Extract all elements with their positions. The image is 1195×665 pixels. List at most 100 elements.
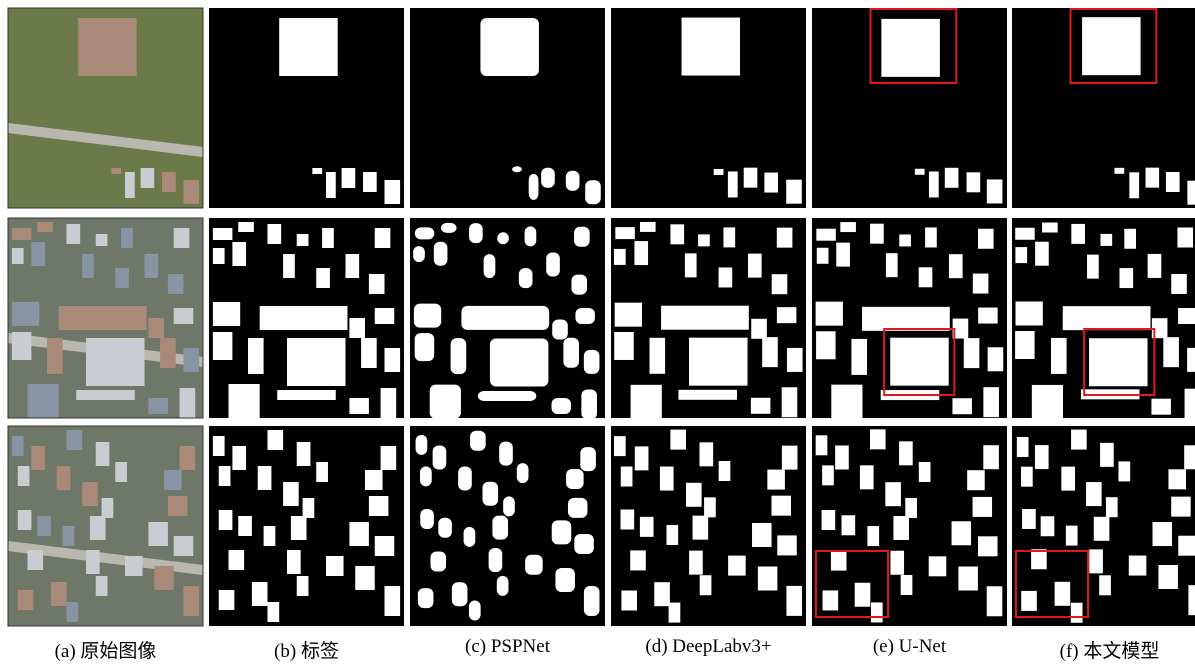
building-mask — [973, 497, 993, 517]
building-mask — [1177, 227, 1193, 247]
roof — [115, 462, 127, 482]
building-mask — [840, 222, 856, 232]
building-mask — [699, 442, 713, 466]
building-mask — [517, 463, 529, 483]
building-mask — [1087, 255, 1099, 279]
building-mask — [1094, 517, 1110, 541]
building-mask — [414, 304, 441, 328]
building-mask — [361, 338, 377, 368]
building-mask — [492, 516, 508, 540]
building-mask — [631, 385, 662, 419]
building-mask — [728, 171, 738, 197]
building-mask — [719, 267, 733, 287]
building-mask — [303, 498, 315, 518]
roof — [168, 274, 184, 294]
roof — [57, 466, 71, 490]
roof — [184, 348, 200, 372]
building-mask — [1185, 389, 1195, 419]
roof — [96, 442, 110, 466]
roof — [148, 318, 164, 338]
roof — [86, 550, 100, 574]
building-mask — [430, 385, 461, 419]
building-mask — [297, 234, 309, 246]
roof — [67, 602, 79, 622]
building-mask — [816, 229, 836, 241]
building-mask — [987, 179, 1003, 203]
building-mask — [978, 229, 994, 249]
roof — [12, 436, 24, 456]
roof — [174, 308, 194, 324]
building-mask — [719, 461, 731, 481]
building-mask — [268, 430, 284, 450]
building-mask — [893, 516, 909, 540]
building-mask — [229, 384, 260, 418]
roof — [18, 510, 32, 530]
building-mask — [478, 391, 537, 401]
building-mask — [326, 172, 336, 198]
building-mask — [816, 331, 836, 359]
building-mask — [326, 556, 344, 576]
building-mask — [952, 521, 972, 545]
roof — [180, 388, 196, 418]
roof — [148, 398, 168, 414]
building-mask — [568, 498, 588, 518]
building-mask — [1016, 301, 1043, 325]
building-mask — [987, 586, 1003, 616]
building-mask — [1171, 497, 1191, 517]
building-mask — [346, 254, 360, 278]
building-mask — [381, 388, 397, 418]
building-mask — [714, 169, 724, 175]
roof — [31, 242, 45, 266]
building-mask — [698, 234, 710, 246]
building-mask — [704, 497, 716, 517]
roof — [141, 168, 155, 188]
roof — [12, 302, 39, 326]
building-mask — [451, 338, 467, 374]
roof — [67, 430, 83, 450]
building-mask — [1021, 467, 1033, 487]
roof — [115, 268, 129, 288]
roof — [168, 496, 188, 516]
figure: (a) 原始图像 (b) 标签 (c) PSPNet (d) DeepLabv3… — [0, 0, 1195, 665]
building-mask — [252, 582, 268, 606]
building-mask — [375, 536, 395, 556]
roof — [12, 228, 32, 240]
building-mask — [635, 446, 649, 470]
building-mask — [919, 267, 933, 287]
building-mask — [728, 556, 746, 576]
building-mask — [312, 168, 322, 174]
building-mask — [978, 308, 998, 324]
building-mask — [660, 467, 674, 491]
roof — [59, 306, 147, 330]
building-mask — [1106, 497, 1118, 517]
building-mask — [748, 254, 762, 278]
building-mask — [689, 338, 748, 386]
building-mask — [287, 550, 301, 574]
building-mask — [1055, 582, 1071, 606]
roof — [67, 224, 81, 244]
building-mask — [1168, 469, 1186, 489]
building-mask — [375, 308, 395, 324]
building-mask — [1129, 172, 1139, 198]
building-mask — [831, 385, 862, 419]
building-mask — [438, 518, 452, 538]
building-mask — [291, 516, 307, 540]
building-mask — [621, 590, 637, 610]
building-mask — [369, 274, 385, 294]
building-mask — [621, 509, 635, 529]
building-mask — [416, 435, 428, 455]
building-mask — [772, 274, 788, 294]
building-mask — [890, 338, 949, 386]
building-mask — [287, 338, 346, 386]
building-mask — [552, 398, 572, 414]
building-mask — [678, 390, 737, 400]
roof — [148, 522, 168, 546]
building-mask — [480, 18, 539, 76]
building-mask — [700, 575, 712, 595]
building-mask — [503, 496, 515, 516]
building-mask — [1022, 509, 1036, 529]
building-mask — [434, 242, 448, 266]
roof — [180, 446, 196, 470]
roof — [31, 446, 45, 470]
building-mask — [1148, 254, 1162, 278]
